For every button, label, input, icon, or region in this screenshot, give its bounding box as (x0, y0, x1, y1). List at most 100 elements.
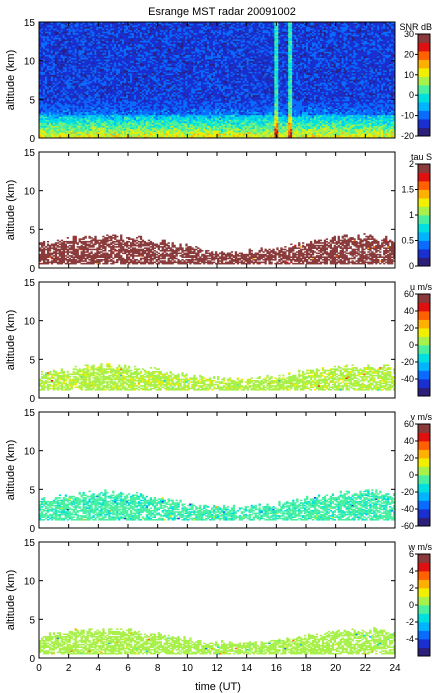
colorbar-tick-label: 4 (409, 566, 414, 576)
colorbar-swatch (418, 475, 430, 484)
colorbar-tick-label: -10 (401, 111, 414, 121)
colorbar-tick-label: 40 (404, 306, 414, 316)
y-axis-label: altitude (km) (5, 180, 17, 241)
colorbar-frame (417, 33, 431, 137)
colorbar-swatch (418, 328, 430, 337)
colorbar-tick-label: 40 (404, 436, 414, 446)
colorbar-swatch (418, 68, 430, 77)
colorbar-swatch (418, 579, 430, 589)
colorbar-tick-label: 0 (409, 340, 414, 350)
y-tick-label: 5 (29, 485, 35, 496)
colorbar-tick-label: -40 (401, 374, 414, 384)
x-tick-label: 14 (241, 663, 253, 674)
colorbar-tick-label: -60 (401, 521, 414, 531)
panel-tau: 0 5 10 15 altitude (km) tau S 0 0.5 1 1.5 2 (5, 148, 432, 275)
colorbar-tick-label: 20 (404, 453, 414, 463)
data-cells (39, 233, 396, 265)
colorbar-label: u m/s (410, 282, 433, 292)
colorbar-tick-label: -4 (406, 634, 414, 644)
colorbar-swatch (418, 257, 430, 267)
x-tick-label: 10 (182, 663, 194, 674)
colorbar-swatch (418, 554, 430, 563)
colorbar-swatch (418, 492, 430, 501)
colorbar-swatch (418, 164, 430, 173)
x-tick-label: 24 (389, 663, 401, 674)
colorbar-swatch (418, 562, 430, 572)
x-tick-label: 22 (360, 663, 372, 674)
y-tick-label: 5 (29, 615, 35, 626)
colorbar-swatch (418, 198, 430, 207)
colorbar-swatch (418, 311, 430, 320)
colorbar-swatch (418, 85, 430, 94)
colorbar-u: u m/s -40 -20 0 20 40 60 (401, 282, 433, 397)
data-cells (39, 363, 396, 391)
colorbar-swatch (418, 387, 430, 397)
colorbar-swatch (418, 110, 430, 120)
panel-u: 0 5 10 15 altitude (km) u m/s -40 -20 0 20 40 60 (5, 278, 432, 405)
data-cells (39, 489, 396, 521)
colorbar-swatch (418, 571, 430, 580)
y-tick-label: 5 (29, 95, 35, 106)
colorbar-swatch (418, 249, 430, 258)
x-tick-label: 20 (330, 663, 342, 674)
y-tick-label: 0 (29, 134, 35, 145)
x-tick-label: 4 (96, 663, 102, 674)
figure-title: Esrange MST radar 20091002 (148, 6, 296, 18)
y-tick-label: 0 (29, 524, 35, 535)
y-tick-label: 10 (24, 57, 36, 68)
colorbar-swatch (418, 630, 430, 640)
x-tick-label: 6 (125, 663, 131, 674)
y-tick-label: 5 (29, 225, 35, 236)
x-tick-label: 12 (211, 663, 223, 674)
colorbar-swatch (418, 466, 430, 476)
y-tick-label: 15 (24, 148, 36, 159)
colorbar-swatch (418, 424, 430, 433)
y-tick-label: 5 (29, 355, 35, 366)
colorbar-swatch (418, 639, 430, 648)
colorbar-swatch (418, 102, 430, 111)
colorbar-swatch (418, 336, 430, 346)
y-tick-label: 10 (24, 187, 36, 198)
colorbar-swatch (418, 189, 430, 199)
colorbar-swatch (418, 127, 430, 137)
colorbar-swatch (418, 432, 430, 442)
colorbar-swatch (418, 240, 430, 250)
colorbar-swatch (418, 76, 430, 86)
colorbar-tick-label: 0.5 (401, 236, 414, 246)
colorbar-tick-label: 2 (409, 583, 414, 593)
colorbar-swatch (418, 613, 430, 623)
y-tick-label: 10 (24, 577, 36, 588)
colorbar-swatch (418, 215, 430, 224)
colorbar-swatch (418, 294, 430, 303)
colorbar-tick-label: -40 (401, 504, 414, 514)
panel-v: 0 5 10 15 altitude (km) v m/s -60 -40 -20 0 20 40 60 (5, 408, 432, 535)
colorbar-label: SNR dB (399, 22, 432, 32)
colorbar-tick-label: 0 (409, 90, 414, 100)
colorbar-swatch (418, 181, 430, 190)
colorbar-snr: SNR dB -20 -10 0 10 20 30 (399, 22, 432, 141)
colorbar-tick-label: 30 (404, 29, 414, 39)
colorbar-tick-label: -2 (406, 617, 414, 627)
colorbar-tau: tau S 0 0.5 1 1.5 2 (401, 152, 432, 271)
colorbar-swatch (418, 441, 430, 450)
panel-snr: 0 5 10 15 altitude (km) SNR dB -20 -10 0 10 20 30 (5, 18, 432, 145)
colorbar-swatch (418, 517, 430, 527)
colorbar-v: v m/s -60 -40 -20 0 20 40 60 (401, 412, 433, 531)
colorbar-label: w m/s (408, 542, 433, 552)
y-tick-label: 0 (29, 654, 35, 665)
y-tick-label: 10 (24, 317, 36, 328)
colorbar-tick-label: 1.5 (401, 185, 414, 195)
x-axis-label: time (UT) (195, 681, 241, 693)
colorbar-swatch (418, 370, 430, 380)
colorbar-swatch (418, 596, 430, 606)
colorbar-swatch (418, 223, 430, 233)
y-tick-label: 0 (29, 394, 35, 405)
colorbar-swatch (418, 483, 430, 493)
colorbar-swatch (418, 509, 430, 518)
colorbar-tick-label: 6 (409, 549, 414, 559)
colorbar-tick-label: 0 (409, 261, 414, 271)
colorbar-tick-label: -20 (401, 487, 414, 497)
colorbar-swatch (418, 93, 430, 103)
x-tick-label: 18 (300, 663, 312, 674)
